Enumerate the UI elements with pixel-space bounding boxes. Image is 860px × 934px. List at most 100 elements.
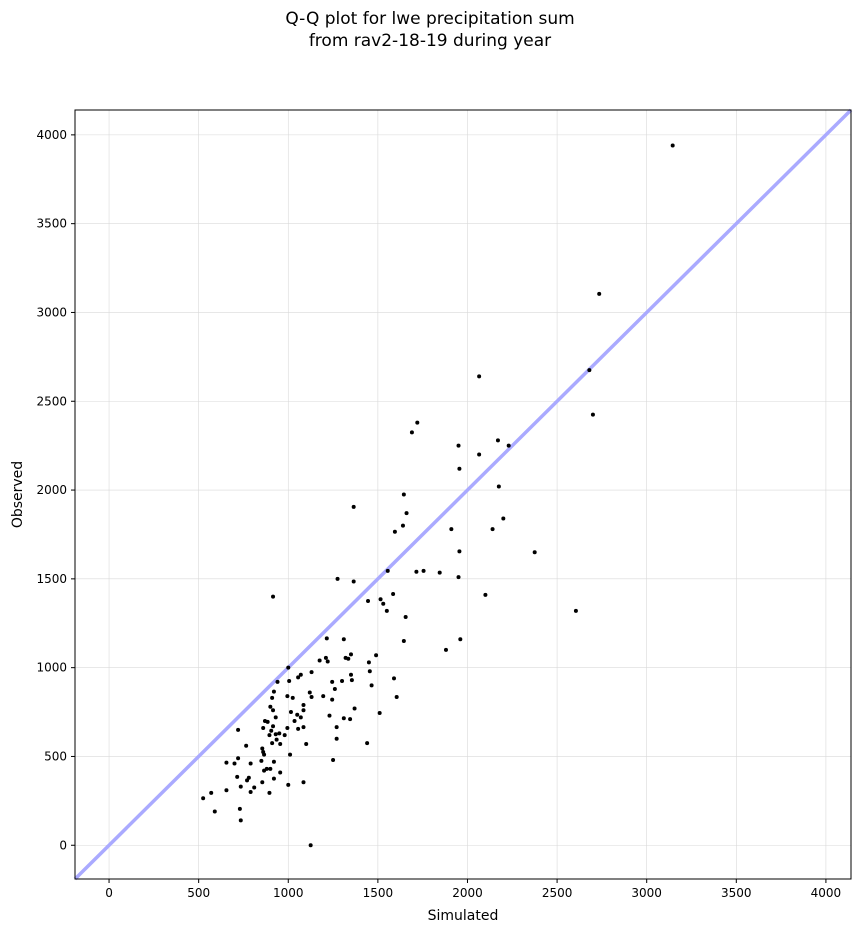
- data-point: [248, 789, 253, 794]
- data-point: [409, 430, 414, 435]
- data-point: [449, 527, 454, 532]
- data-point: [295, 712, 300, 717]
- data-point: [346, 656, 351, 661]
- data-point: [271, 708, 276, 713]
- y-tick-label: 3500: [36, 217, 67, 231]
- data-point: [421, 568, 426, 573]
- data-point: [270, 695, 275, 700]
- grid-lines: [75, 110, 851, 879]
- data-point: [670, 143, 675, 148]
- chart-title: Q-Q plot for lwe precipitation sum from …: [0, 8, 860, 52]
- y-tick-label: 4000: [36, 128, 67, 142]
- data-point: [235, 774, 240, 779]
- data-point: [237, 806, 242, 811]
- data-point: [267, 790, 272, 795]
- x-tick-label: 2500: [542, 886, 573, 900]
- data-point: [236, 727, 241, 732]
- data-point: [495, 438, 500, 443]
- data-point: [330, 697, 335, 702]
- data-point: [261, 726, 266, 731]
- data-point: [590, 412, 595, 417]
- y-tick-label: 3000: [36, 305, 67, 319]
- data-point: [271, 689, 276, 694]
- data-point: [340, 678, 345, 683]
- data-point: [391, 591, 396, 596]
- data-point: [286, 665, 291, 670]
- data-point: [458, 637, 463, 642]
- data-point: [308, 843, 313, 848]
- data-point: [285, 726, 290, 731]
- data-point: [341, 637, 346, 642]
- data-point: [404, 511, 409, 516]
- data-point: [321, 694, 326, 699]
- data-point: [245, 778, 250, 783]
- y-tick-label: 1000: [36, 661, 67, 675]
- data-point: [274, 737, 279, 742]
- data-point: [309, 670, 314, 675]
- data-point: [349, 678, 354, 683]
- data-point: [268, 766, 273, 771]
- data-point: [301, 725, 306, 730]
- data-point: [267, 733, 272, 738]
- data-point: [456, 443, 461, 448]
- data-point: [597, 291, 602, 296]
- data-point: [273, 715, 278, 720]
- data-point: [335, 576, 340, 581]
- data-point: [457, 466, 462, 471]
- data-point: [332, 686, 337, 691]
- data-point: [265, 719, 270, 724]
- data-point: [288, 752, 293, 757]
- data-point: [477, 452, 482, 457]
- data-point: [351, 579, 356, 584]
- data-point: [325, 659, 330, 664]
- data-point: [301, 780, 306, 785]
- data-point: [298, 715, 303, 720]
- reference-line: [73, 108, 853, 881]
- data-point: [271, 594, 276, 599]
- data-point: [457, 549, 462, 554]
- data-point: [394, 694, 399, 699]
- data-point: [330, 679, 335, 684]
- y-tick-label: 1500: [36, 572, 67, 586]
- data-point: [331, 758, 336, 763]
- data-point: [369, 683, 374, 688]
- data-point: [238, 784, 243, 789]
- data-point: [260, 780, 265, 785]
- data-point: [271, 759, 276, 764]
- x-tick-label: 4000: [811, 886, 842, 900]
- data-point: [400, 523, 405, 528]
- data-point: [327, 713, 332, 718]
- data-point: [262, 752, 267, 757]
- data-point: [292, 718, 297, 723]
- x-tick-label: 0: [105, 886, 113, 900]
- data-point: [224, 788, 229, 793]
- y-tick-label: 500: [44, 749, 67, 763]
- data-point: [483, 592, 488, 597]
- data-point: [282, 733, 287, 738]
- y-tick-label: 2000: [36, 483, 67, 497]
- data-point: [270, 741, 275, 746]
- data-point: [262, 768, 267, 773]
- data-point: [374, 653, 379, 658]
- data-point: [366, 599, 371, 604]
- data-point: [348, 717, 353, 722]
- data-point: [248, 761, 253, 766]
- data-point: [324, 636, 329, 641]
- y-tick-label: 2500: [36, 394, 67, 408]
- x-tick-label: 500: [187, 886, 210, 900]
- data-point: [443, 647, 448, 652]
- x-tick-label: 1500: [363, 886, 394, 900]
- x-tick-label: 2000: [452, 886, 483, 900]
- data-point: [381, 601, 386, 606]
- data-point: [401, 492, 406, 497]
- x-tick-label: 3000: [631, 886, 662, 900]
- data-point: [365, 741, 370, 746]
- data-point: [532, 550, 537, 555]
- data-point: [296, 675, 301, 680]
- data-point: [278, 742, 283, 747]
- data-point: [304, 742, 309, 747]
- data-point: [341, 716, 346, 721]
- data-point: [414, 569, 419, 574]
- data-point: [477, 374, 482, 379]
